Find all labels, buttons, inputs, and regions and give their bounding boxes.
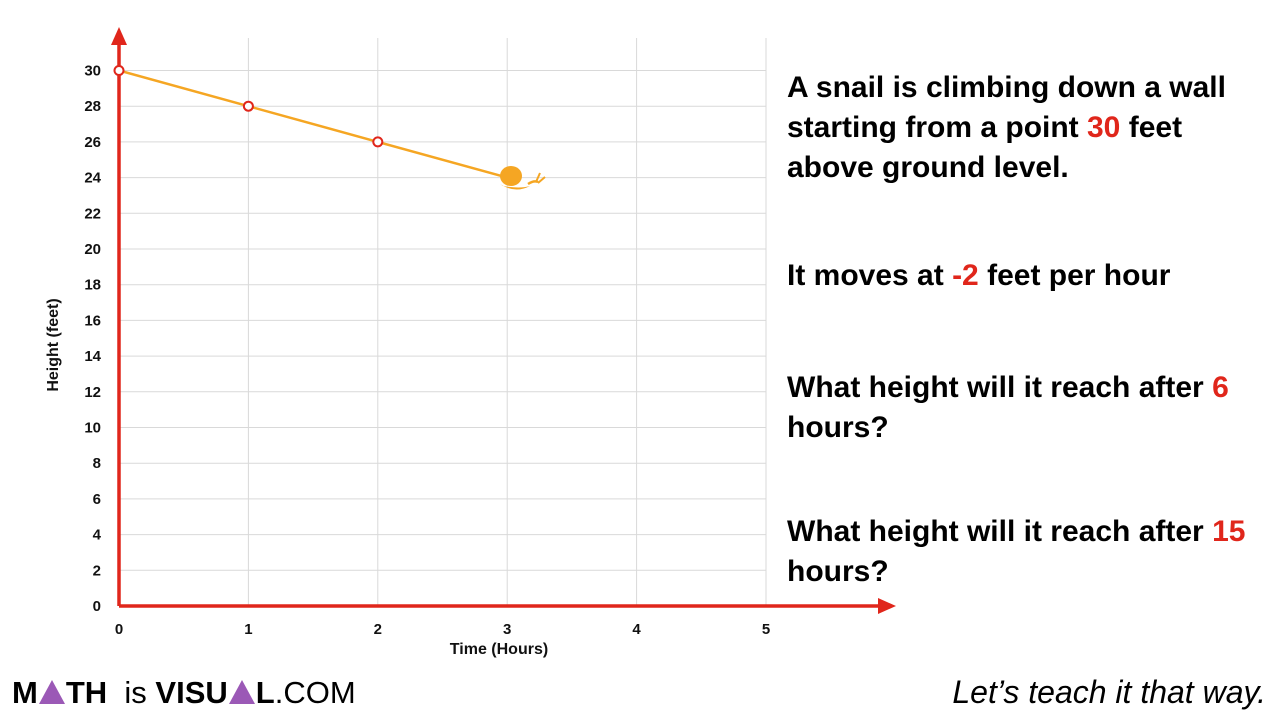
- x-tick-label: 3: [503, 621, 511, 638]
- y-tick-label: 18: [84, 277, 101, 294]
- y-tick-label: 12: [84, 384, 101, 401]
- y-tick-label: 24: [84, 170, 101, 187]
- x-axis-arrow: [878, 598, 896, 614]
- data-point: [113, 65, 125, 76]
- tagline: Let’s teach it that way.: [952, 674, 1266, 710]
- triangle-icon: [228, 680, 255, 704]
- y-tick-label: 16: [84, 312, 101, 329]
- y-tick-label: 28: [84, 98, 101, 115]
- x-tick-label: 2: [374, 621, 382, 638]
- x-tick-label: 4: [632, 621, 641, 638]
- y-tick-label: 10: [84, 420, 101, 437]
- x-tick-label: 0: [115, 621, 123, 638]
- y-axis-arrow: [111, 27, 127, 45]
- axes: [111, 27, 896, 614]
- question-fifteen-hours: What height will it reach after 15 hours…: [787, 515, 1246, 588]
- x-tick-label: 5: [762, 621, 770, 638]
- y-tick-label: 26: [84, 134, 101, 151]
- y-tick-label: 14: [84, 348, 101, 365]
- y-tick-label: 4: [93, 527, 102, 544]
- y-tick-label: 0: [93, 598, 101, 615]
- series: [113, 65, 508, 179]
- y-tick-label: 8: [93, 455, 101, 472]
- data-point: [372, 136, 384, 148]
- data-point: [242, 100, 254, 112]
- math-is-visual-logo: M TH is VISU L.COM: [12, 675, 356, 710]
- x-tick-label: 1: [244, 621, 252, 638]
- question-six-hours: What height will it reach after 6 hours?: [787, 371, 1229, 444]
- triangle-icon: [38, 680, 65, 704]
- y-tick-label: 30: [84, 63, 101, 80]
- series-line: [118, 69, 508, 179]
- x-axis-title: Time (Hours): [450, 641, 548, 658]
- y-tick-label: 20: [84, 241, 101, 258]
- rate-statement: It moves at -2 feet per hour: [787, 259, 1171, 292]
- y-axis-title: Height (feet): [45, 298, 62, 391]
- y-tick-label: 6: [93, 491, 101, 508]
- problem-statement: A snail is climbing down a wall starting…: [787, 71, 1226, 184]
- y-tick-label: 2: [93, 562, 101, 579]
- y-tick-label: 22: [84, 205, 101, 222]
- grid-lines: [119, 38, 767, 606]
- snail-icon: [500, 166, 546, 190]
